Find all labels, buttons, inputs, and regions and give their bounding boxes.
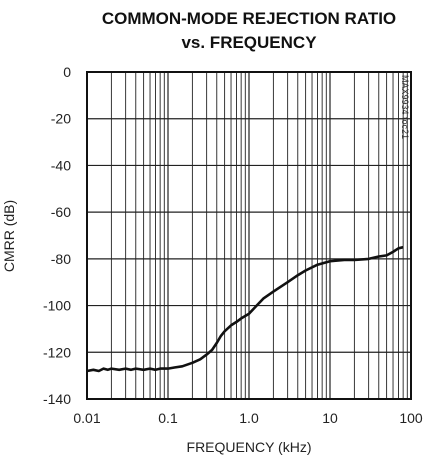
cmrr-curve [86,245,404,373]
y-tick-label: -20 [51,111,71,127]
x-tick-label: 1.0 [239,410,259,426]
x-tick-label: 100 [399,410,423,426]
y-tick-label: -100 [43,298,71,314]
grid [86,71,411,400]
y-tick-label: -40 [51,157,71,173]
part-number-annotation: MAX9934 toc21 [400,75,410,139]
y-tick-label: -80 [51,251,71,267]
y-tick-label: -120 [43,344,71,360]
y-tick-label: -140 [43,391,71,407]
x-tick-label: 10 [322,410,338,426]
y-tick-label: 0 [63,64,71,80]
x-tick-label: 0.01 [73,410,100,426]
chart-title: COMMON-MODE REJECTION RATIO [102,9,396,28]
chart-subtitle: vs. FREQUENCY [181,33,317,52]
tick-labels: 0.01 0.1 1.0 10 100 0 -20 -40 -60 -80 -100 -120 -140 [43,64,423,426]
plot-frame [86,71,412,400]
y-tick-label: -60 [51,204,71,220]
x-tick-label: 0.1 [158,410,178,426]
y-axis-label: CMRR (dB) [1,200,17,272]
x-axis-label: FREQUENCY (kHz) [187,439,312,455]
